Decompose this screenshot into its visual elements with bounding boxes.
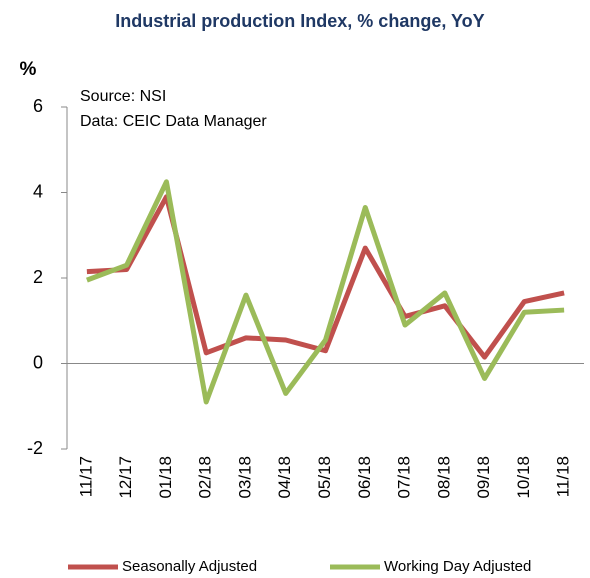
y-tick-label: 6 — [33, 96, 43, 116]
x-tick-label: 07/18 — [395, 456, 414, 499]
y-tick-label: 2 — [33, 267, 43, 287]
x-tick-label: 04/18 — [275, 456, 294, 499]
series-line — [86, 179, 565, 405]
x-tick-label: 11/17 — [76, 456, 95, 497]
x-tick-label: 01/18 — [156, 456, 175, 499]
legend-label: Working Day Adjusted — [384, 558, 531, 575]
x-tick-label: 02/18 — [196, 456, 215, 499]
x-tick-label: 10/18 — [514, 456, 533, 499]
x-tick-label: 11/18 — [554, 456, 573, 497]
annotation: Data: CEIC Data Manager — [80, 113, 267, 130]
series-line — [86, 194, 565, 360]
x-tick-label: 09/18 — [474, 456, 493, 499]
annotation: Source: NSI — [80, 88, 166, 105]
x-tick-label: 08/18 — [434, 456, 453, 499]
legend-label: Seasonally Adjusted — [122, 558, 257, 575]
x-tick-label: 03/18 — [235, 456, 254, 499]
y-tick-label: 4 — [33, 181, 43, 201]
y-tick-label: 0 — [33, 352, 43, 372]
x-tick-label: 12/17 — [116, 456, 135, 499]
chart-title: Industrial production Index, % change, Y… — [115, 11, 484, 31]
y-tick-label: -2 — [27, 438, 43, 458]
x-tick-label: 06/18 — [355, 456, 374, 499]
y-axis-label: % — [20, 59, 37, 80]
x-tick-label: 05/18 — [315, 456, 334, 499]
